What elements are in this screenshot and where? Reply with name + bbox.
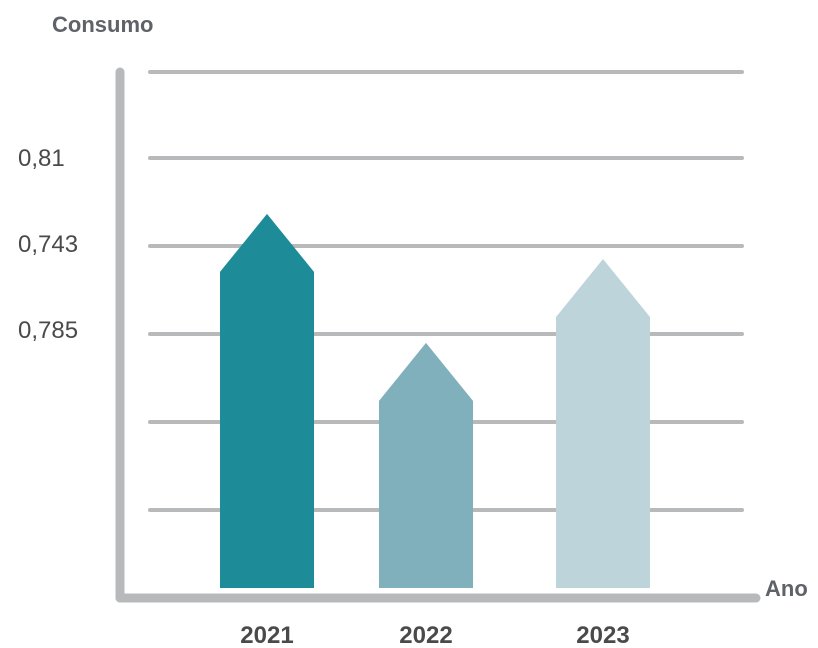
bar-2021 [220,213,314,588]
x-axis-title: Ano [765,576,808,601]
y-axis-title: Consumo [52,12,153,37]
x-tick-label: 2021 [240,622,293,648]
x-tick-label: 2022 [399,622,452,648]
bars [220,213,650,588]
bar-2023 [556,259,650,588]
bar-2022 [379,342,473,588]
x-tick-label: 2023 [576,622,629,648]
y-tick-label: 0,785 [18,317,78,344]
y-tick-label: 0,743 [18,231,78,258]
y-tick-label: 0,81 [18,145,65,172]
